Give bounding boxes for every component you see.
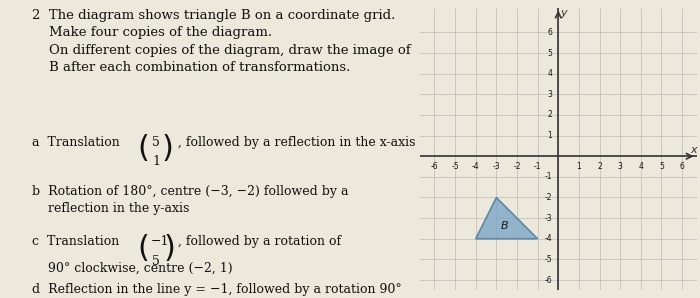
Text: 6: 6 bbox=[547, 28, 552, 37]
Text: 2  The diagram shows triangle B on a coordinate grid.
    Make four copies of th: 2 The diagram shows triangle B on a coor… bbox=[32, 9, 410, 74]
Text: 3: 3 bbox=[617, 162, 622, 171]
Text: 2: 2 bbox=[547, 111, 552, 119]
Text: , followed by a reflection in the x-axis: , followed by a reflection in the x-axis bbox=[178, 136, 416, 149]
Text: (: ( bbox=[137, 134, 149, 163]
Text: B: B bbox=[500, 221, 508, 231]
Text: -1: -1 bbox=[534, 162, 541, 171]
Text: d  Reflection in the line y = −1, followed by a rotation 90°
    anticlockwise, : d Reflection in the line y = −1, followe… bbox=[32, 283, 402, 298]
Text: 1: 1 bbox=[577, 162, 581, 171]
Text: a  Translation: a Translation bbox=[32, 136, 120, 149]
Text: 90° clockwise, centre (−2, 1): 90° clockwise, centre (−2, 1) bbox=[32, 262, 232, 275]
Text: , followed by a rotation of: , followed by a rotation of bbox=[178, 235, 342, 249]
Text: 1: 1 bbox=[153, 155, 160, 168]
Text: x: x bbox=[690, 145, 696, 156]
Text: 1: 1 bbox=[547, 131, 552, 140]
Text: 5: 5 bbox=[547, 49, 552, 58]
Text: 5: 5 bbox=[659, 162, 664, 171]
Text: -2: -2 bbox=[545, 193, 552, 202]
Text: b  Rotation of 180°, centre (−3, −2) followed by a
    reflection in the y-axis: b Rotation of 180°, centre (−3, −2) foll… bbox=[32, 185, 349, 215]
Text: -4: -4 bbox=[472, 162, 480, 171]
Text: -3: -3 bbox=[545, 214, 552, 223]
Text: -5: -5 bbox=[545, 255, 552, 264]
Text: -3: -3 bbox=[493, 162, 500, 171]
Text: -4: -4 bbox=[545, 234, 552, 243]
Text: -2: -2 bbox=[513, 162, 521, 171]
Text: 6: 6 bbox=[680, 162, 685, 171]
Text: 5: 5 bbox=[153, 255, 160, 268]
Text: -5: -5 bbox=[452, 162, 459, 171]
Text: -6: -6 bbox=[430, 162, 438, 171]
Text: 2: 2 bbox=[597, 162, 602, 171]
Text: ): ) bbox=[163, 234, 175, 263]
Text: y: y bbox=[561, 8, 567, 18]
Text: 4: 4 bbox=[638, 162, 643, 171]
Text: -1: -1 bbox=[545, 172, 552, 181]
Text: (: ( bbox=[137, 234, 149, 263]
Text: 5: 5 bbox=[153, 136, 160, 149]
Text: -6: -6 bbox=[545, 276, 552, 285]
Text: 3: 3 bbox=[547, 90, 552, 99]
Text: −1: −1 bbox=[150, 235, 169, 249]
Text: ): ) bbox=[162, 134, 174, 163]
Polygon shape bbox=[476, 198, 538, 239]
Text: c  Translation: c Translation bbox=[32, 235, 119, 249]
Text: 4: 4 bbox=[547, 69, 552, 78]
